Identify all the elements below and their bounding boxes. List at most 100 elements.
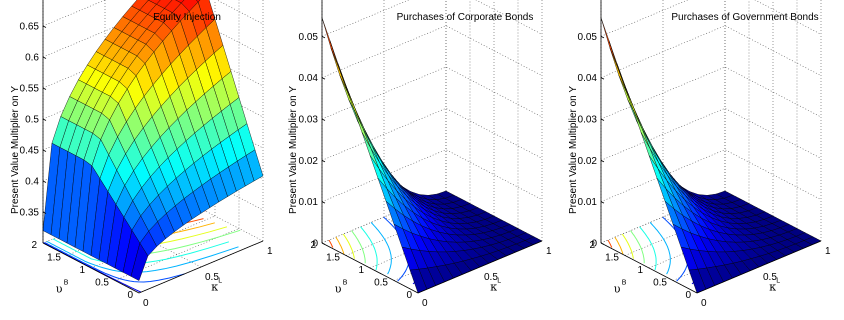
chart-panel-1: 0.35 0.4 0.45 0.5 0.55 0.6 0.65 0 0.5 1 1.5 2 0 0.5 1 υ…: [10, 0, 273, 309]
contour-line: [607, 239, 613, 248]
z-tick-label: 0.04: [578, 73, 598, 84]
z-axis-label: Present Value Multiplier on Y: [10, 86, 21, 214]
z-tick-mark: [600, 77, 605, 80]
z-tick-mark: [600, 35, 605, 39]
surface-patch: [361, 132, 380, 169]
x-tick-label: 0: [406, 290, 412, 301]
contour-line: [630, 230, 645, 264]
y-tick-label: 1: [825, 246, 831, 257]
y-tick-label: 1: [267, 246, 273, 257]
z-tick-label: 0.04: [299, 73, 319, 84]
x-tick-label: 2: [589, 240, 595, 251]
x-tick-label: 0.5: [374, 278, 388, 289]
z-axis-label: Present Value Multiplier on Y: [568, 86, 579, 214]
x-axis: [600, 242, 698, 294]
contour-line: [649, 222, 671, 275]
z-tick-mark: [600, 118, 605, 121]
contour-line: [44, 241, 185, 283]
y-tick-label: 0.5: [763, 272, 777, 283]
contour-line: [370, 222, 392, 275]
contour-line: [342, 233, 355, 259]
chart-title: Purchases of Corporate Bonds: [397, 12, 534, 23]
contour-line: [351, 230, 366, 264]
x-tick-label: 1.5: [47, 253, 61, 264]
z-tick-label: 0.55: [20, 84, 40, 95]
y-axis-label-sup: L: [776, 277, 780, 284]
x-tick-label: 1: [637, 265, 643, 276]
x-tick-label: 0: [127, 290, 133, 301]
x-tick-label: 2: [310, 240, 316, 251]
z-tick-label: 0.05: [578, 32, 598, 43]
surface-patch: [130, 242, 149, 281]
contour-line: [621, 233, 634, 259]
x-axis: [321, 242, 419, 294]
y-axis-label-sup: L: [218, 277, 222, 284]
wall-grid-line: [321, 25, 543, 78]
x-axis-label-sup: B: [64, 280, 69, 287]
y-tick-label: 0: [143, 298, 149, 309]
y-axis-label: κ: [769, 280, 776, 293]
surface: [42, 0, 264, 281]
x-axis-label-sup: B: [343, 280, 348, 287]
contour-line: [43, 242, 142, 293]
x-tick-label: 1.5: [326, 253, 340, 264]
surface: [600, 17, 822, 294]
z-tick-label: 0.6: [25, 53, 39, 64]
contour-line: [614, 236, 624, 255]
z-tick-label: 0.02: [299, 156, 319, 167]
axes: 0.35 0.4 0.45 0.5 0.55 0.6 0.65 0 0.5 1 1.5 2 0 0.5 1: [20, 0, 273, 309]
z-tick-mark: [321, 201, 326, 204]
surface-patch: [632, 109, 651, 149]
y-axis: [138, 240, 264, 294]
wall-grid-line: [600, 25, 822, 78]
y-axis-label-sup: L: [497, 277, 501, 284]
chart-panel-3: 00.010.020.030.040.050.0600.511.5200.51υ…: [568, 0, 831, 309]
z-tick-label: 0.06: [578, 0, 598, 2]
z-tick-label: 0.03: [299, 115, 319, 126]
y-tick-label: 0: [422, 298, 428, 309]
y-axis: [417, 240, 543, 294]
z-tick-mark: [42, 118, 47, 121]
contour-line: [335, 236, 345, 255]
x-tick-label: 0.5: [95, 278, 109, 289]
z-tick-label: 0.5: [25, 115, 39, 126]
chart-title: Equity Injection: [153, 12, 221, 23]
z-tick-mark: [600, 159, 605, 163]
surface-patch: [633, 108, 651, 146]
y-axis: [696, 240, 822, 294]
chart-title: Purchases of Government Bonds: [671, 12, 818, 23]
z-tick-mark: [321, 159, 326, 163]
z-tick-mark: [321, 35, 326, 39]
z-tick-mark: [42, 180, 47, 183]
y-tick-label: 0: [701, 298, 707, 309]
z-tick-label: 0: [591, 239, 597, 250]
wall-grid-line: [321, 149, 543, 202]
z-tick-label: 0.05: [299, 32, 319, 43]
x-tick-label: 1: [358, 265, 364, 276]
x-axis-label-sup: B: [622, 280, 627, 287]
wall-grid-line: [321, 108, 543, 161]
y-axis-label: κ: [490, 280, 497, 293]
x-axis-label: υ: [335, 283, 342, 296]
chart-panel-2: 00.010.020.030.040.050.0600.511.5200.51υ…: [288, 0, 552, 309]
contour-line: [639, 226, 657, 271]
z-tick-label: 0.35: [20, 208, 40, 219]
z-tick-label: 0.06: [299, 0, 319, 2]
contour-line: [328, 239, 334, 248]
surface-patch: [345, 86, 364, 129]
z-tick-mark: [42, 87, 47, 90]
surface-patch: [624, 86, 643, 129]
z-tick-label: 0.4: [25, 177, 39, 188]
surface: [321, 17, 543, 294]
x-axis: [42, 242, 140, 294]
surface-patch: [640, 132, 659, 169]
wall-grid-line: [600, 149, 822, 202]
contour-line: [46, 240, 239, 273]
surface-patch: [195, 0, 201, 3]
x-tick-label: 1.5: [605, 253, 619, 264]
z-tick-mark: [321, 77, 326, 80]
wall-grid-line: [600, 108, 822, 161]
z-tick-mark: [42, 211, 47, 214]
